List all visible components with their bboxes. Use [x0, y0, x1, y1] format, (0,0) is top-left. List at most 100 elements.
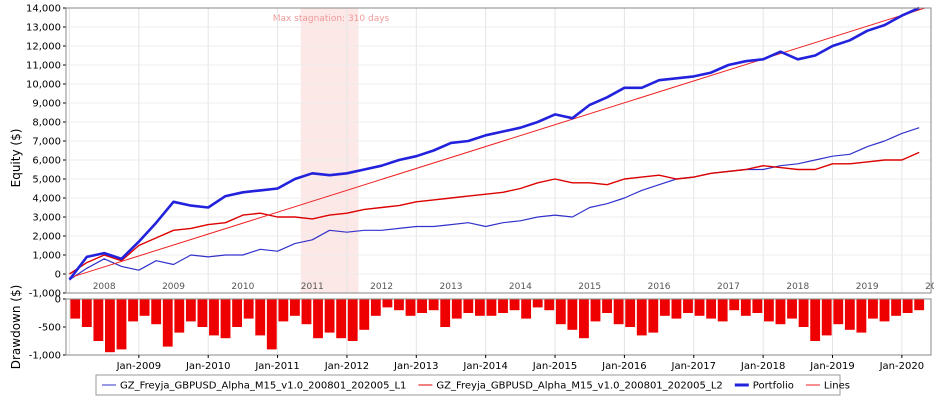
x-tick-label: Jan-2011: [254, 361, 299, 372]
drawdown-bar: [197, 299, 208, 327]
series-line-l1: [69, 127, 920, 281]
y-tick-label: 1,000: [32, 251, 61, 262]
equity-plot-frame: [65, 7, 932, 294]
drawdown-bar: [347, 299, 358, 341]
drawdown-bar: [740, 299, 751, 316]
drawdown-bar: [278, 299, 289, 322]
legend-label: GZ_Freyja_GBPUSD_Alpha_M15_v1.0_200801_2…: [436, 381, 722, 392]
drawdown-bar: [474, 299, 485, 316]
drawdown-bar: [602, 299, 612, 313]
drawdown-bar: [844, 299, 855, 330]
drawdown-bar: [775, 299, 786, 325]
drawdown-bar: [567, 299, 578, 330]
drawdown-bar: [544, 299, 555, 311]
y-tick-label: 13,000: [26, 23, 61, 34]
series-line-l2: [69, 151, 920, 275]
drawdown-bar: [532, 299, 543, 308]
drawdown-bar: [717, 299, 728, 322]
year-label: 2018: [786, 282, 809, 292]
x-tick-label: Jan-2015: [532, 361, 577, 372]
drawdown-bar: [590, 299, 601, 322]
drawdown-panel: -1,000 -500 0 Jan-2009 Jan-2010 Jan-2011 Jan-2…: [29, 295, 932, 372]
drawdown-bar: [440, 299, 451, 327]
drawdown-bar: [266, 299, 277, 350]
drawdown-bar: [706, 299, 717, 319]
y-tick-label: 10,000: [26, 80, 61, 91]
drawdown-bar: [394, 299, 404, 311]
x-tick-label: Jan-2019: [809, 361, 854, 372]
year-label: 2020: [925, 282, 934, 292]
legend-box: [95, 374, 841, 396]
drawdown-bar: [336, 299, 347, 339]
drawdown-bar: [659, 299, 670, 316]
drawdown-bar: [255, 299, 266, 336]
x-tick-label: Jan-2012: [324, 361, 369, 372]
drawdown-bar: [417, 299, 427, 313]
drawdown-bar: [451, 299, 462, 319]
drawdown-bar: [833, 299, 844, 325]
drawdown-bar: [151, 299, 162, 325]
equity-axis-title: Equity ($): [9, 129, 23, 188]
drawdown-bar: [301, 299, 312, 325]
drawdown-bar: [671, 299, 682, 319]
drawdown-bar: [521, 299, 532, 319]
y-tick-label: 11,000: [26, 61, 61, 72]
drawdown-bar: [405, 299, 416, 316]
drawdown-bar: [555, 299, 566, 325]
x-tick-label: Jan-2014: [462, 361, 507, 372]
year-label: 2016: [648, 282, 671, 292]
drawdown-bar: [868, 299, 878, 319]
drawdown-bar: [370, 299, 381, 316]
year-label: 2015: [578, 282, 601, 292]
drawdown-bar: [625, 299, 636, 327]
drawdown-bar: [613, 299, 624, 325]
drawdown-bar: [879, 299, 890, 322]
drawdown-bar: [70, 299, 81, 319]
drawdown-bar: [798, 299, 809, 327]
drawdown-bar: [232, 299, 243, 327]
drawdown-bar: [810, 299, 821, 341]
year-label: 2012: [370, 282, 393, 292]
x-tick-label: Jan-2016: [601, 361, 646, 372]
drawdown-bar: [729, 299, 740, 311]
drawdown-bar: [359, 299, 370, 330]
dd-y-tick-label: 0: [55, 295, 61, 306]
y-tick-label: 0: [55, 270, 61, 281]
drawdown-bar: [289, 299, 300, 316]
drawdown-bar: [116, 299, 127, 350]
x-tick-label: Jan-2020: [879, 361, 924, 372]
y-tick-label: 9,000: [32, 99, 61, 110]
drawdown-bar: [105, 299, 115, 353]
x-tick-label: Jan-2017: [671, 361, 716, 372]
y-tick-label: 3,000: [32, 213, 61, 224]
drawdown-bar: [787, 299, 797, 319]
stagnation-annotation: Max stagnation: 310 days: [273, 14, 390, 24]
drawdown-axis-title: Drawdown ($): [9, 285, 23, 370]
drawdown-bar: [128, 299, 138, 322]
drawdown-bar: [463, 299, 474, 313]
drawdown-bar: [694, 299, 705, 316]
chart-legend: GZ_Freyja_GBPUSD_Alpha_M15_v1.0_200801_2…: [95, 374, 850, 396]
y-tick-label: 2,000: [32, 232, 61, 243]
equity-panel: Max stagnation: 310 days 2008 2009 2010 2011…: [26, 4, 934, 300]
year-label: 2019: [856, 282, 879, 292]
drawdown-bar: [313, 299, 323, 339]
drawdown-bar: [486, 299, 497, 316]
y-tick-label: 5,000: [32, 175, 61, 186]
drawdown-bar: [902, 299, 913, 313]
drawdown-bar: [914, 299, 925, 311]
dd-y-tick-label: -500: [38, 323, 61, 334]
year-label: 2017: [717, 282, 740, 292]
drawdown-bar: [891, 299, 901, 316]
y-tick-label: 14,000: [26, 4, 61, 15]
year-label: 2014: [509, 282, 532, 292]
y-tick-label: -1,000: [29, 289, 61, 300]
series-line-portfolio: [68, 6, 920, 281]
drawdown-bar: [856, 299, 867, 333]
dd-y-tick-label: -1,000: [29, 351, 61, 362]
y-tick-label: 6,000: [32, 156, 61, 167]
drawdown-bar: [185, 299, 196, 322]
drawdown-bar: [174, 299, 185, 333]
